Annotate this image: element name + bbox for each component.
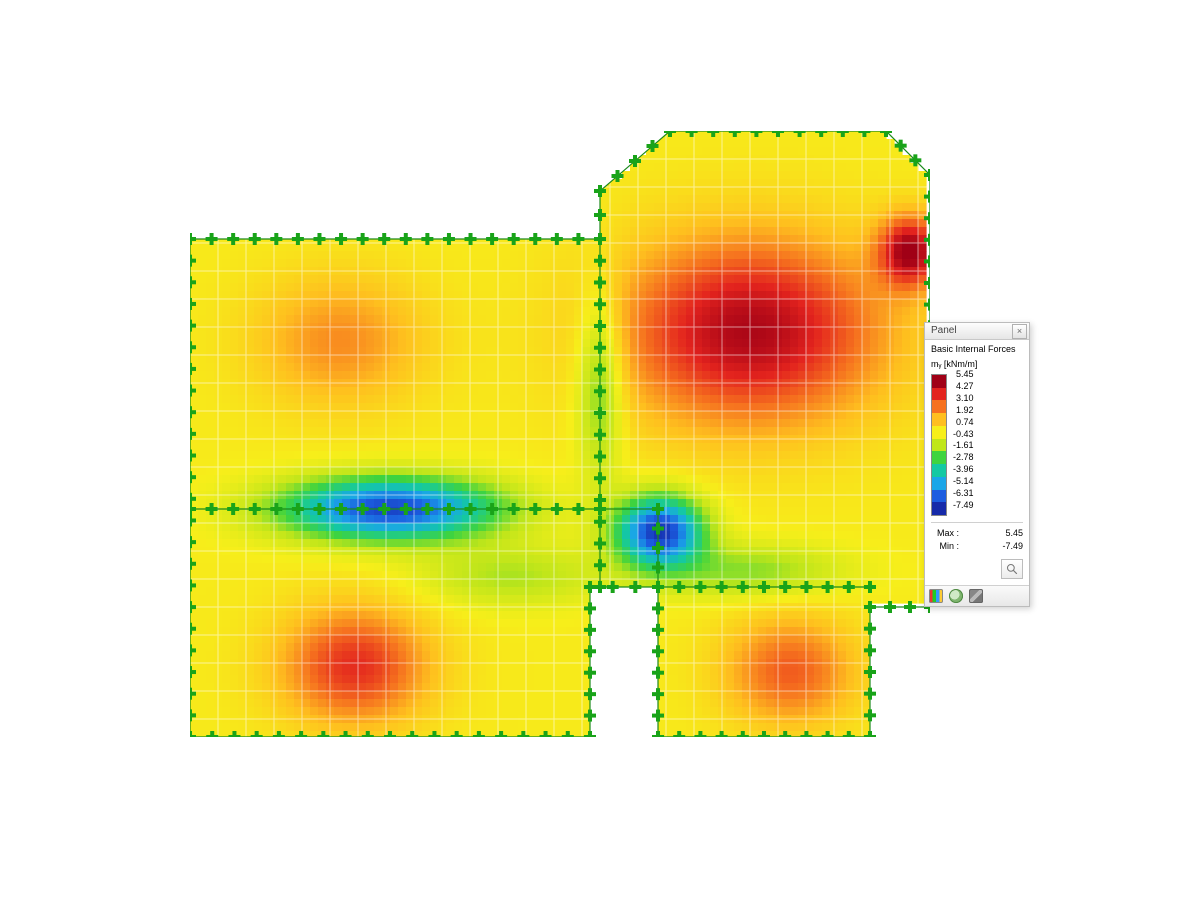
max-value: 5.45 [963,527,1023,540]
legend-panel[interactable]: Panel × Basic Internal Forces mᵧ [kNm/m]… [924,322,1030,607]
legend-swatch [932,426,946,439]
legend-color-bar [931,374,947,516]
legend-swatch [932,464,946,477]
legend-swatch [932,490,946,503]
legend-strip: 5.454.273.101.920.74-0.43-1.61-2.78-3.96… [931,374,1023,516]
legend-swatch [932,413,946,426]
legend-label: -1.61 [953,441,974,450]
panel-subtitle-line1: Basic Internal Forces [931,344,1023,355]
panel-subtitle-line2: mᵧ [kNm/m] [931,359,1023,370]
legend-label: -2.78 [953,453,974,462]
tool-icon[interactable] [969,589,983,603]
legend-label: -3.96 [953,465,974,474]
zoom-icon[interactable] [1001,559,1023,579]
legend-label: -6.31 [953,489,974,498]
legend-swatch [932,451,946,464]
panel-titlebar[interactable]: Panel × [925,323,1029,340]
legend-label: -7.49 [953,501,974,510]
legend-label: -0.43 [953,430,974,439]
palette-icon[interactable] [929,589,943,603]
legend-label: 5.45 [953,370,974,379]
min-value: -7.49 [963,540,1023,553]
legend-label: -5.14 [953,477,974,486]
panel-extrema: Max : 5.45 Min : -7.49 [931,522,1023,553]
legend-swatch [932,400,946,413]
legend-swatch [932,388,946,401]
panel-body: Basic Internal Forces mᵧ [kNm/m] 5.45 4.2… [925,340,1029,585]
legend-labels: 5.45 4.27 3.10 1.92 0.74 -0.43 -1.61 -2.78 -3.96… [947,370,974,510]
legend-swatch [932,375,946,388]
min-label: Min : [931,540,959,553]
legend-swatch [932,502,946,515]
legend-swatch [932,439,946,452]
panel-zoom-row [931,559,1023,579]
legend-swatch [932,477,946,490]
globe-icon[interactable] [949,589,963,603]
close-icon[interactable]: × [1012,324,1027,339]
legend-label: 4.27 [953,382,974,391]
legend-label: 0.74 [953,418,974,427]
result-heatmap [190,131,930,737]
panel-title: Panel [931,323,957,339]
legend-label: 3.10 [953,394,974,403]
panel-footer [925,585,1029,606]
legend-label: 1.92 [953,406,974,415]
max-label: Max : [931,527,959,540]
